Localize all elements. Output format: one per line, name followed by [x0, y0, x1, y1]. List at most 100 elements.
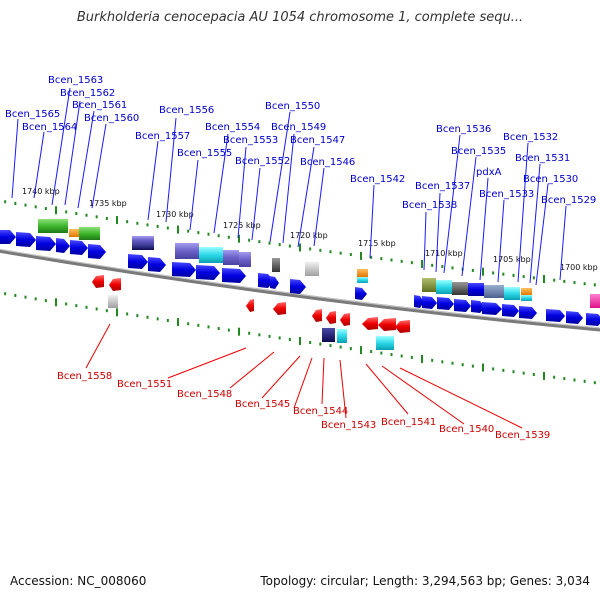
- gene-box-green[interactable]: [79, 227, 100, 240]
- gene-box-navy[interactable]: [322, 328, 335, 342]
- gene-label[interactable]: pdxA: [476, 167, 502, 178]
- gene-label[interactable]: Bcen_1543: [321, 420, 376, 431]
- gene-arrow[interactable]: [148, 257, 166, 272]
- gene-box-cyan[interactable]: [521, 295, 532, 301]
- gene-label[interactable]: Bcen_1549: [271, 122, 326, 133]
- gene-box-steel[interactable]: [484, 285, 504, 298]
- gene-box-dark[interactable]: [452, 282, 468, 295]
- gene-arrow[interactable]: [482, 302, 502, 315]
- gene-arrow[interactable]: [246, 299, 254, 312]
- gene-arrow[interactable]: [56, 238, 70, 253]
- gene-arrow[interactable]: [378, 318, 396, 331]
- gene-label[interactable]: Bcen_1529: [541, 195, 596, 206]
- gene-box-cyan[interactable]: [436, 280, 452, 294]
- gene-box-purple[interactable]: [132, 236, 154, 244]
- gene-box-grey[interactable]: [108, 295, 118, 308]
- gene-arrow[interactable]: [196, 265, 220, 280]
- gene-box-orange[interactable]: [69, 229, 79, 237]
- gene-label[interactable]: Bcen_1533: [479, 189, 534, 200]
- gene-label[interactable]: Bcen_1538: [402, 200, 457, 211]
- gene-box-cyan[interactable]: [357, 277, 368, 283]
- gene-box-cyan[interactable]: [376, 336, 394, 350]
- scale-label-1730: 1730 kbp: [156, 210, 194, 219]
- gene-arrow[interactable]: [586, 313, 600, 326]
- gene-label[interactable]: Bcen_1553: [223, 135, 278, 146]
- gene-arrow[interactable]: [326, 311, 336, 324]
- gene-label[interactable]: Bcen_1546: [300, 157, 355, 168]
- gene-label[interactable]: Bcen_1537: [415, 181, 470, 192]
- gene-arrow[interactable]: [273, 302, 286, 315]
- gene-box-orange[interactable]: [357, 269, 368, 277]
- gene-arrow[interactable]: [222, 268, 246, 283]
- gene-arrow[interactable]: [290, 279, 306, 294]
- gene-label[interactable]: Bcen_1557: [135, 131, 190, 142]
- gene-label[interactable]: Bcen_1545: [235, 399, 290, 410]
- gene-arrow[interactable]: [566, 311, 583, 324]
- gene-box-navy[interactable]: [468, 283, 484, 296]
- gene-label[interactable]: Bcen_1541: [381, 417, 436, 428]
- gene-arrow[interactable]: [546, 309, 565, 322]
- gene-label[interactable]: Bcen_1564: [22, 122, 77, 133]
- gene-label[interactable]: Bcen_1535: [451, 146, 506, 157]
- gene-label[interactable]: Bcen_1561: [72, 100, 127, 111]
- gene-label[interactable]: Bcen_1531: [515, 153, 570, 164]
- gene-arrow[interactable]: [0, 230, 16, 244]
- gene-label[interactable]: Bcen_1552: [235, 156, 290, 167]
- gene-label[interactable]: Bcen_1563: [48, 75, 103, 86]
- gene-arrow[interactable]: [70, 240, 88, 255]
- gene-label[interactable]: Bcen_1558: [57, 371, 112, 382]
- gene-label[interactable]: Bcen_1532: [503, 132, 558, 143]
- gene-arrow[interactable]: [362, 317, 378, 330]
- gene-label[interactable]: Bcen_1562: [60, 88, 115, 99]
- gene-arrow[interactable]: [16, 232, 36, 247]
- gene-arrow[interactable]: [519, 306, 537, 319]
- gene-arrow[interactable]: [36, 236, 56, 251]
- gene-label[interactable]: Bcen_1530: [523, 174, 578, 185]
- gene-box-cyan[interactable]: [199, 247, 223, 263]
- gene-box-pink[interactable]: [590, 294, 600, 308]
- gene-arrow[interactable]: [471, 300, 485, 313]
- gene-label[interactable]: Bcen_1551: [117, 379, 172, 390]
- gene-label[interactable]: Bcen_1544: [293, 406, 348, 417]
- gene-box-olive[interactable]: [422, 278, 436, 292]
- gene-box-purple[interactable]: [175, 243, 199, 259]
- gene-box-purple[interactable]: [223, 250, 239, 265]
- gene-label[interactable]: Bcen_1556: [159, 105, 214, 116]
- gene-label[interactable]: Bcen_1542: [350, 174, 405, 185]
- gene-label[interactable]: Bcen_1554: [205, 122, 260, 133]
- forward-label-leaders: [11, 87, 567, 286]
- gene-label[interactable]: Bcen_1540: [439, 424, 494, 435]
- gene-arrow[interactable]: [437, 297, 454, 310]
- gene-arrow[interactable]: [454, 299, 471, 312]
- gene-arrow[interactable]: [92, 275, 104, 288]
- gene-label[interactable]: Bcen_1550: [265, 101, 320, 112]
- gene-label[interactable]: Bcen_1548: [177, 389, 232, 400]
- gene-arrow[interactable]: [502, 304, 519, 317]
- gene-arrow[interactable]: [422, 296, 437, 309]
- gene-box-grey[interactable]: [305, 262, 319, 276]
- gene-arrow[interactable]: [312, 309, 322, 322]
- gene-arrow[interactable]: [414, 295, 424, 308]
- gene-label[interactable]: Bcen_1536: [436, 124, 491, 135]
- gene-box-dark[interactable]: [272, 258, 280, 272]
- reverse-label-leaders: [85, 323, 523, 429]
- gene-box-green[interactable]: [38, 219, 68, 233]
- gene-arrow[interactable]: [109, 278, 121, 291]
- gene-label[interactable]: Bcen_1565: [5, 109, 60, 120]
- gene-arrow[interactable]: [395, 320, 410, 333]
- gene-label[interactable]: Bcen_1555: [177, 148, 232, 159]
- gene-box-cyan[interactable]: [504, 287, 520, 300]
- gene-arrow[interactable]: [128, 254, 148, 269]
- gene-arrow[interactable]: [172, 262, 196, 277]
- gene-label[interactable]: Bcen_1547: [290, 135, 345, 146]
- gene-box-cyan[interactable]: [337, 329, 347, 343]
- gene-box-orange[interactable]: [521, 288, 532, 295]
- gene-box-purple[interactable]: [239, 252, 251, 267]
- gene-arrow[interactable]: [355, 287, 367, 300]
- gene-arrow[interactable]: [340, 313, 350, 326]
- gene-arrow[interactable]: [88, 244, 106, 259]
- gene-label[interactable]: Bcen_1560: [84, 113, 139, 124]
- gene-label[interactable]: Bcen_1539: [495, 430, 550, 441]
- gene-arrow[interactable]: [270, 276, 279, 289]
- gene-box-navy[interactable]: [132, 244, 154, 250]
